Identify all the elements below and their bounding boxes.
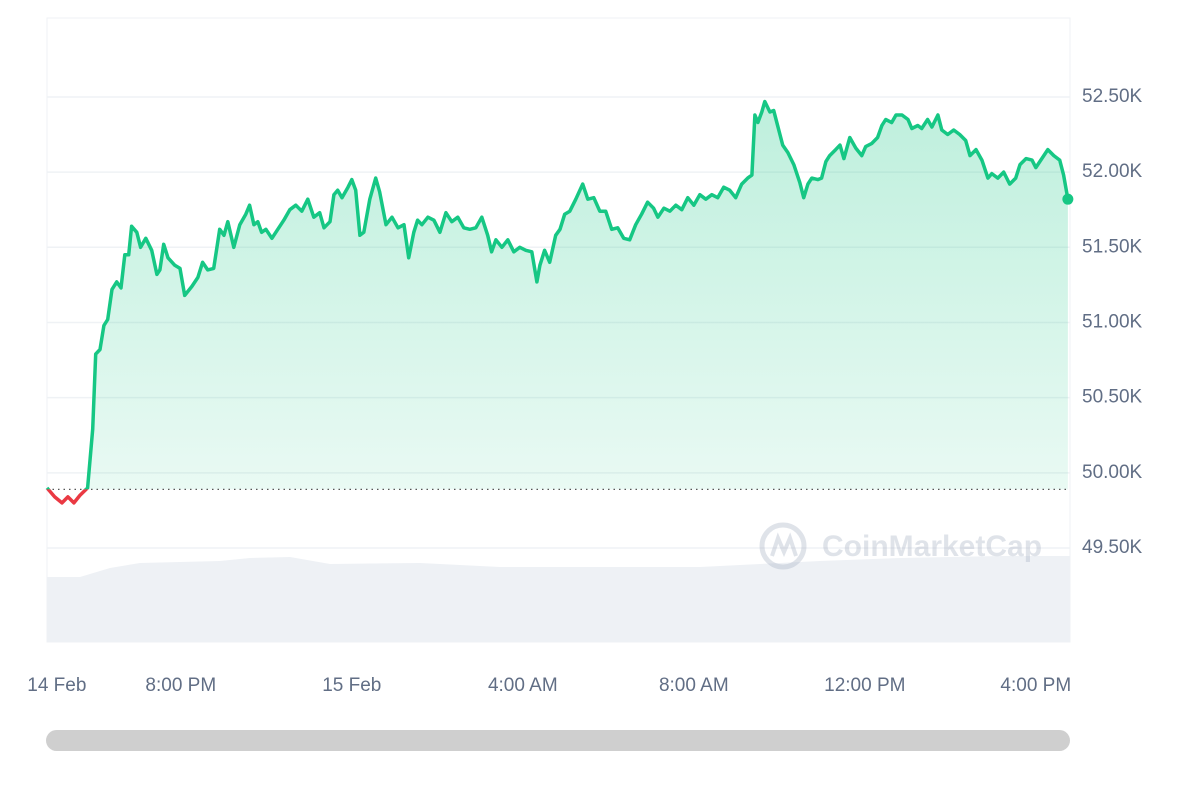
y-tick-label: 50.50K (1082, 387, 1143, 408)
volume-area (47, 556, 1070, 642)
watermark: CoinMarketCap (759, 522, 1042, 570)
y-tick-label: 50.00K (1082, 462, 1143, 483)
y-tick-label: 51.50K (1082, 236, 1143, 257)
x-tick-label: 8:00 PM (145, 675, 216, 696)
x-tick-label: 4:00 PM (1000, 675, 1071, 696)
scrollbar[interactable] (46, 730, 1070, 751)
price-area (47, 101, 1068, 490)
y-tick-label: 52.50K (1082, 86, 1143, 107)
x-tick-label: 14 Feb (27, 675, 86, 696)
x-tick-label: 15 Feb (322, 675, 381, 696)
y-tick-label: 49.50K (1082, 537, 1143, 558)
last-price-dot (1062, 193, 1074, 205)
x-tick-label: 8:00 AM (659, 675, 729, 696)
y-tick-label: 51.00K (1082, 311, 1143, 332)
watermark-text: CoinMarketCap (822, 530, 1042, 563)
x-tick-label: 12:00 PM (824, 675, 905, 696)
y-tick-label: 52.00K (1082, 161, 1143, 182)
price-line-up (45, 99, 1070, 490)
x-tick-label: 4:00 AM (488, 675, 558, 696)
